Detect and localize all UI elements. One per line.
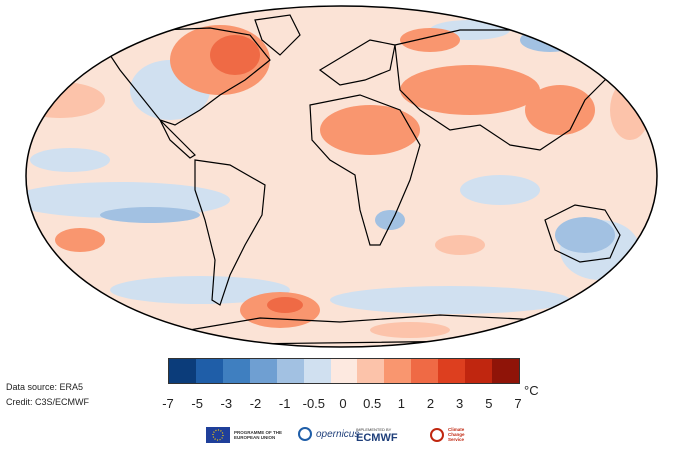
scale-color-cell [438,359,466,383]
ecmwf-text: ECMWF [356,432,398,444]
scale-color-cell [169,359,196,383]
color-scale-ticks: -7 -5 -3 -2 -1 -0.5 0 0.5 1 2 3 5 7 [160,396,530,412]
scale-color-cell [249,359,277,383]
ecmwf-logo: IMPLEMENTED BY ECMWF [356,427,398,444]
scale-tick-label: -3 [220,396,233,411]
scale-color-cell [411,359,439,383]
copernicus-text: opernicus [316,428,360,440]
scale-tick-label: -5 [191,396,203,411]
scale-tick-label: 1 [397,396,405,411]
eu-logo: PROGRAMME OF THE EUROPEAN UNION [206,427,284,443]
credit-text: Credit: C3S/ECMWF [6,397,90,407]
c3s-text: Climate Change Service [448,427,465,442]
ecmwf-small-text: IMPLEMENTED BY [356,427,392,432]
c3s-icon [430,427,444,442]
scale-tick-label: -0.5 [302,396,326,411]
data-source-text: Data source: ERA5 [6,382,84,392]
scale-color-cell [222,359,250,383]
scale-tick-label: 5 [485,396,493,411]
scale-color-cell [330,359,358,383]
globe-outline [25,5,658,348]
copernicus-icon [298,427,312,441]
anomaly-field [26,6,657,347]
scale-tick-label: 0 [339,396,347,411]
scale-tick-label: -2 [249,396,262,411]
scale-color-cell [357,359,385,383]
eu-logo-text: PROGRAMME OF THE EUROPEAN UNION [234,430,282,440]
unit-label: °C [524,383,539,398]
scale-tick-label: 7 [514,396,522,411]
scale-color-cell [276,359,304,383]
scale-color-cell [303,359,331,383]
scale-color-cell [384,359,412,383]
scale-tick-label: 3 [456,396,464,411]
scale-color-cell [465,359,493,383]
scale-color-cell [195,359,223,383]
c3s-logo: Climate Change Service [430,427,478,442]
scale-color-cell [492,359,519,383]
scale-tick-label: -1 [278,396,291,411]
copernicus-logo: opernicus [298,427,359,441]
color-scale-bar [168,358,520,384]
eu-flag-icon [206,427,230,443]
scale-tick-label: -7 [162,396,174,411]
scale-tick-label: 2 [426,396,435,411]
scale-tick-label: 0.5 [363,396,382,411]
